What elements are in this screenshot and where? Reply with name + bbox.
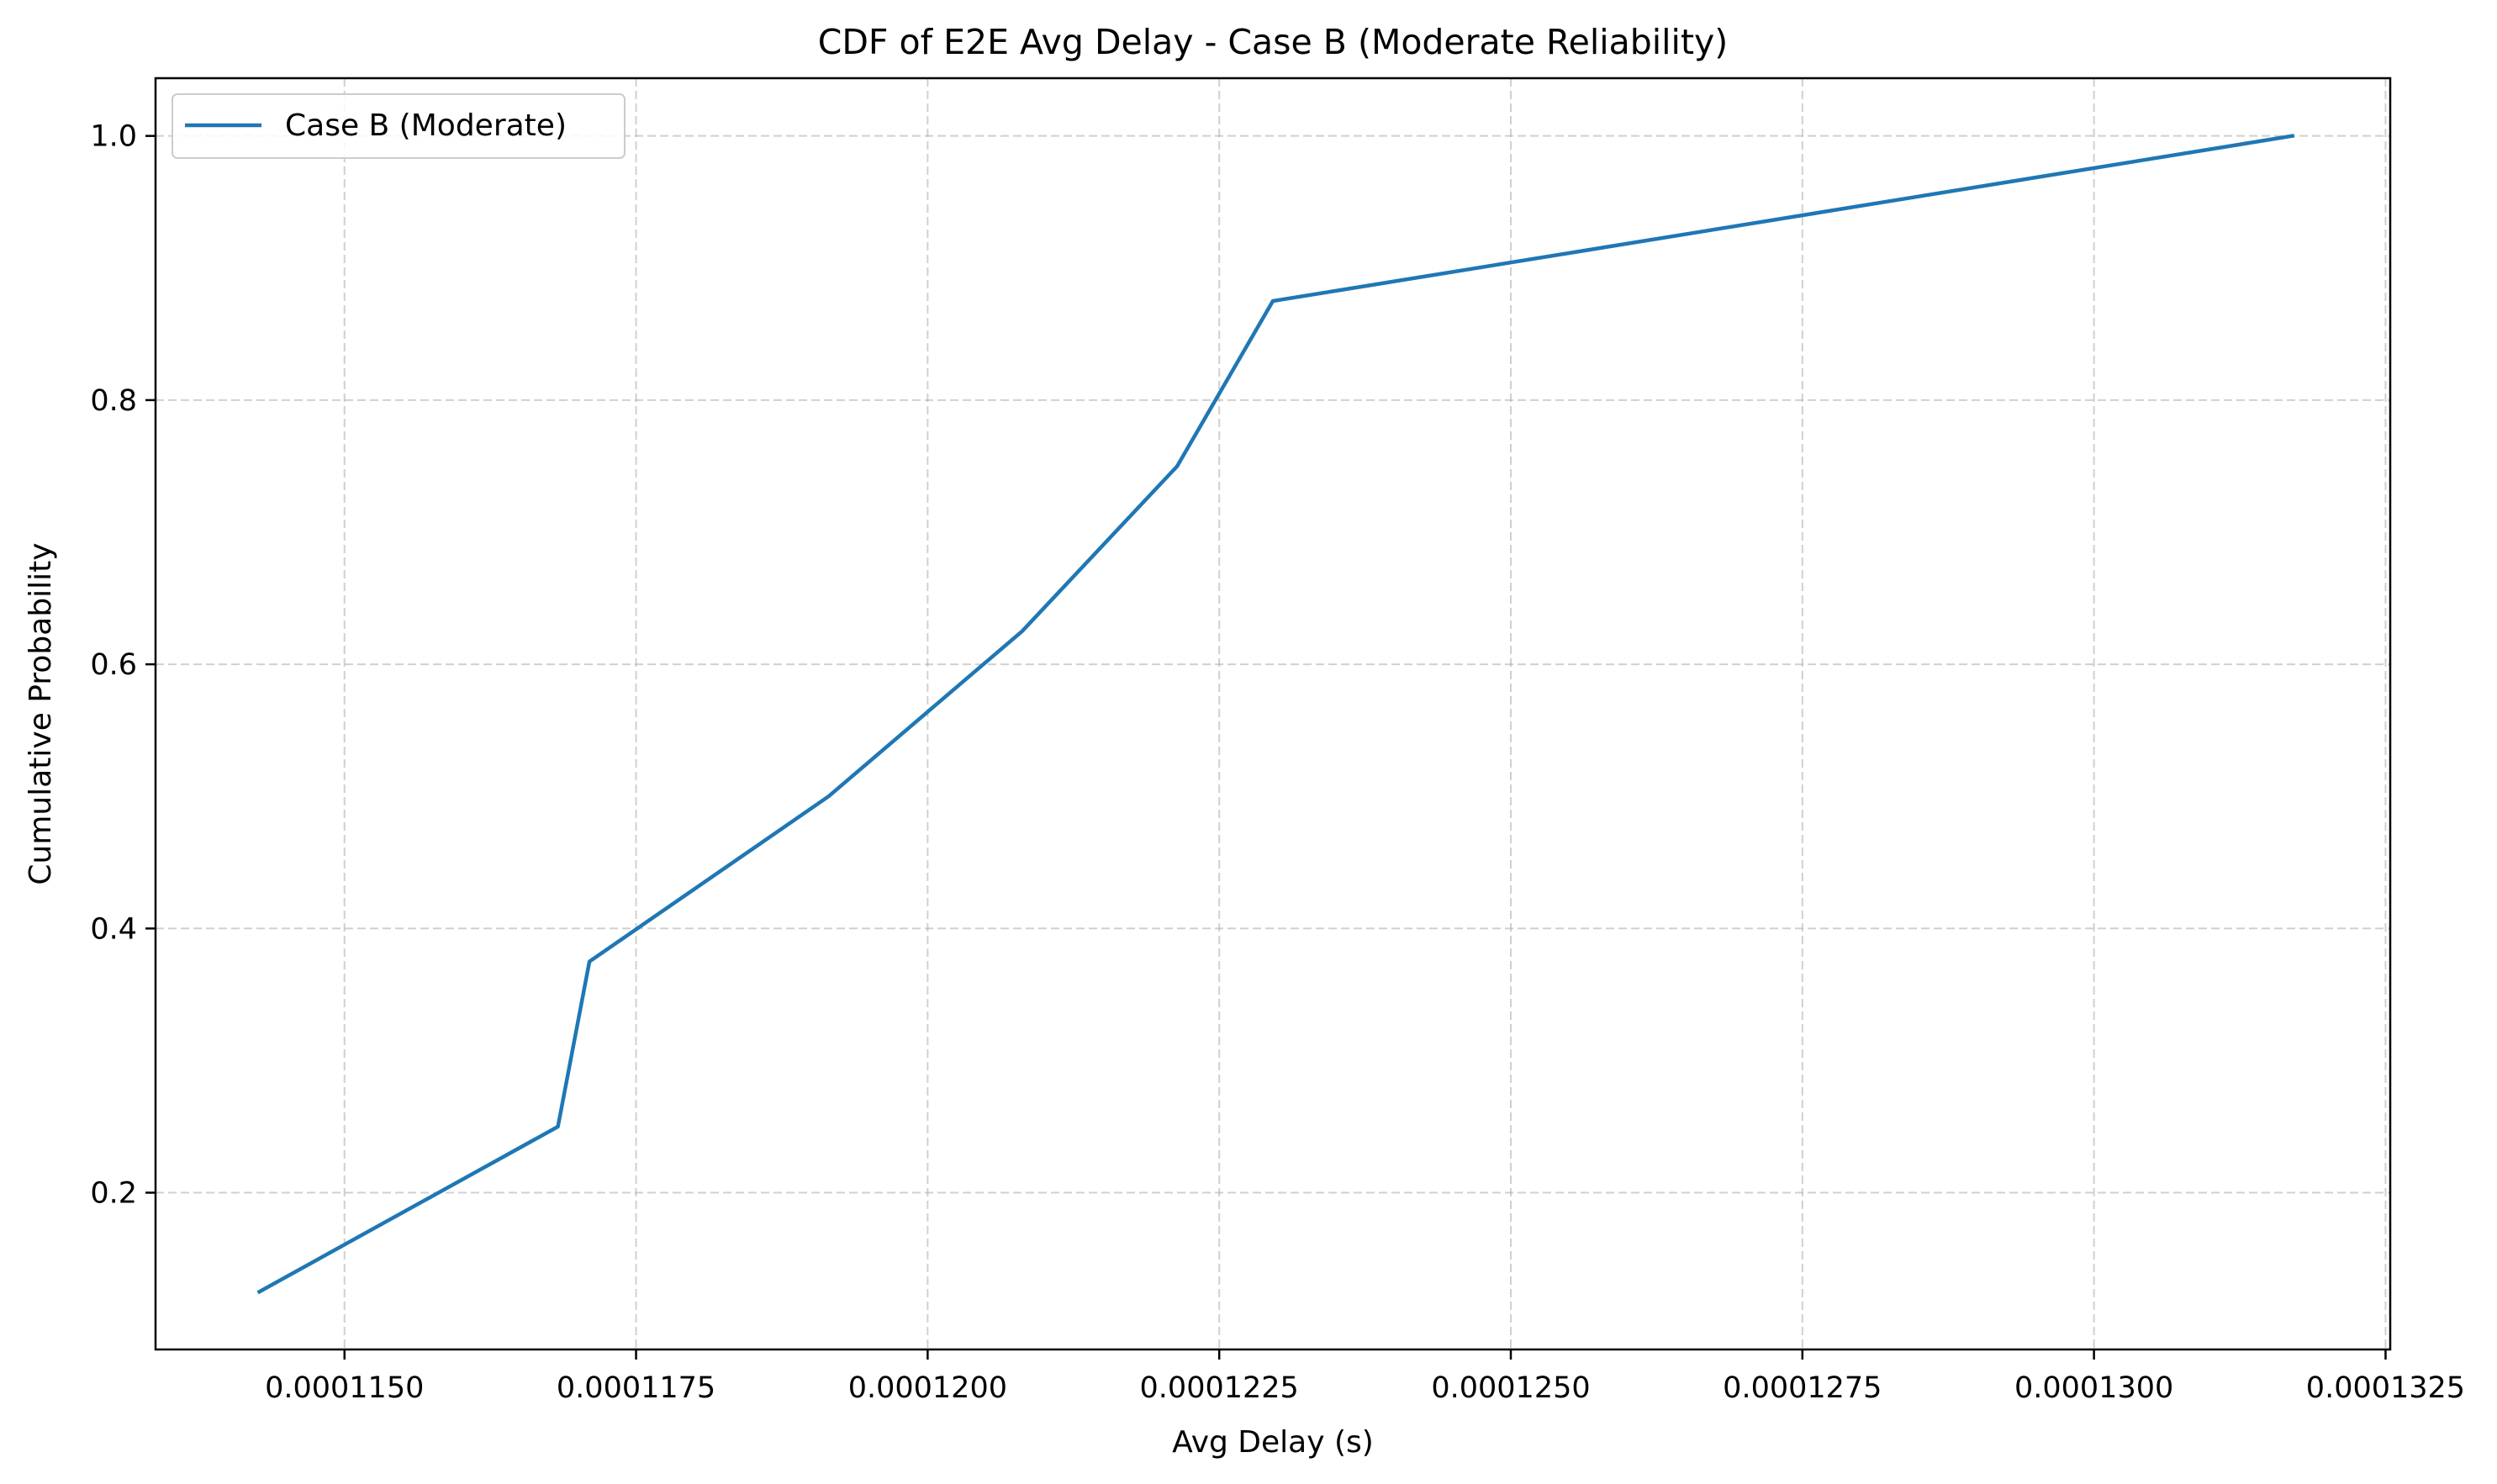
x-tick-label: 0.0001150 — [265, 1371, 424, 1405]
series-layer — [256, 134, 2295, 1295]
x-tick-label: 0.0001275 — [1723, 1371, 1882, 1405]
plot-area-frame — [154, 77, 2392, 1351]
legend-box — [172, 93, 626, 159]
x-axis-label: Avg Delay (s) — [1172, 1425, 1374, 1460]
series-line-case-b — [256, 134, 2295, 1295]
legend-label: Case B (Moderate) — [285, 108, 567, 143]
grid-lines — [156, 78, 2390, 1349]
y-tick-label: 0.6 — [90, 648, 137, 682]
y-tick-label: 0.8 — [90, 384, 137, 418]
y-tick-label: 0.4 — [90, 912, 137, 946]
x-tick-label: 0.0001225 — [1140, 1371, 1299, 1405]
axis-ticks: 0.0001150 0.0001175 0.0001200 0.0001225 0.00… — [90, 120, 2465, 1405]
x-tick-label: 0.0001325 — [2306, 1371, 2465, 1405]
y-tick-label: 0.2 — [90, 1177, 137, 1211]
x-tick-label: 0.0001175 — [557, 1371, 715, 1405]
x-tick-label: 0.0001300 — [2014, 1371, 2173, 1405]
legend: Case B (Moderate) — [172, 93, 626, 159]
y-axis-label: Cumulative Probability — [24, 542, 58, 885]
y-tick-label: 1.0 — [90, 120, 137, 154]
chart-title: CDF of E2E Avg Delay - Case B (Moderate … — [818, 22, 1729, 62]
x-tick-label: 0.0001250 — [1431, 1371, 1590, 1405]
x-tick-label: 0.0001200 — [848, 1371, 1007, 1405]
